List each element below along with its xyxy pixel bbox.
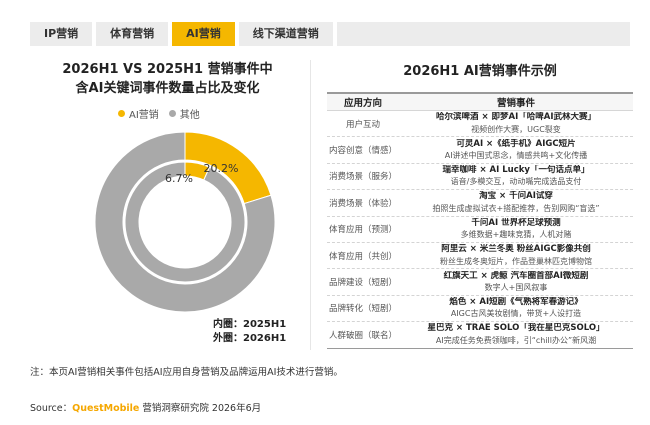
events-table: 应用方向 营销事件 用户互动 哈尔滨啤酒 × 即梦AI「哈啤AI武林大赛」 视频创作…	[327, 92, 633, 349]
event-description: 数字人+国风叙事	[484, 283, 548, 293]
outer-ring-slice-other	[95, 131, 275, 313]
event-description: AI讲述中国式思念，情感共鸣+文化传播	[444, 151, 588, 161]
outer-ring-data-label: 20.2%	[204, 162, 239, 175]
event-description: 视频创作大赛，UGC裂变	[471, 124, 561, 134]
event-title: 哈尔滨啤酒 × 即梦AI「哈啤AI武林大赛」	[435, 112, 597, 123]
inner-ring-slice-other	[124, 161, 246, 283]
event-description: AIGC古风美妆剧情，带货+人设打造	[450, 309, 582, 319]
table-title: 2026H1 AI营销事件示例	[403, 64, 557, 79]
table-row: 品牌建设（短剧） 红旗天工 × 虎鲸 汽车圈首部AI微短剧 数字人+国风叙事	[327, 269, 633, 296]
source-suffix: 营销洞察研究院 2026年6月	[139, 403, 262, 414]
footnote: 注：本页AI营销相关事件包括AI应用自身营销及品牌运用AI技术进行营销。	[30, 367, 343, 378]
row-event: 哈尔滨啤酒 × 即梦AI「哈啤AI武林大赛」 视频创作大赛，UGC裂变	[399, 112, 633, 135]
row-event: 可灵AI ×《纸手机》AIGC短片 AI讲述中国式思念，情感共鸣+文化传播	[399, 139, 633, 162]
event-title: 瑞幸咖啡 × AI Lucky「一句话点单」	[442, 164, 590, 175]
inner-ring-period: 2025H1	[243, 319, 287, 330]
event-title: 淘宝 × 千问AI试穿	[479, 191, 553, 202]
row-event: 千问AI 世界杯足球预测多维数据+趣味竞猜，人机对赌	[399, 218, 633, 241]
source-prefix: Source：	[30, 403, 73, 414]
table-row: 体育应用（预测） 千问AI 世界杯足球预测 多维数据+趣味竞猜，人机对赌	[327, 217, 633, 243]
table-row: 品牌转化（短剧） 焰色 × AI短剧《气熟将军春游记》 AIGC古风美妆剧情，带货+…	[327, 296, 633, 323]
tab-bar-filler	[336, 22, 630, 46]
event-title: 红旗天工 × 虎鲸 汽车圈首部AI微短剧	[443, 270, 589, 281]
outer-ring-period: 2026H1	[243, 333, 287, 344]
row-event: 阿里云 × 米兰冬奥 粉丝AIGC影像共创 粉丝生成冬奥短片，作品登巢林匹克博物馆	[399, 244, 633, 267]
event-title: 焰色 × AI短剧《气熟将军春游记》	[449, 296, 583, 307]
legend-swatch-ai	[118, 110, 125, 117]
header-events: 营销事件	[496, 98, 535, 109]
event-description: 拍照生成虚拟试衣+搭配推荐，告别网购“盲选”	[432, 203, 600, 213]
event-title: 阿里云 × 米兰冬奥 粉丝AIGC影像共创	[441, 244, 591, 255]
legend-label-other: 其他	[179, 110, 200, 121]
legend-item-other: 其他	[168, 106, 200, 121]
row-event: 星巴克 × TRAE SOLO「我在星巴克SOLO」 AI完成任务免费领咖啡，引“…	[399, 323, 633, 346]
event-title: 可灵AI ×《纸手机》AIGC短片	[456, 138, 576, 149]
legend-label-ai: AI营销	[129, 110, 159, 121]
chart-title-line-1: 2026H1 VS 2025H1 营销事件中	[62, 62, 273, 77]
event-title: 千问AI 世界杯足球预测	[471, 217, 561, 228]
source-brand: QuestMobile	[72, 403, 140, 414]
ring-legend: 内圈： 2025H1 外圈： 2026H1	[213, 318, 286, 346]
event-description: 多维数据+趣味竞猜，人机对赌	[460, 230, 572, 240]
chart-title-line-2: 含AI关键词事件数量占比及变化	[75, 81, 260, 96]
row-event: 瑞幸咖啡 × AI Lucky「一句话点单」 语音/多模交互，动动嘴完成选品支付	[399, 165, 633, 188]
chart-legend: AI营销 其他	[118, 106, 200, 121]
table-row: 消费场景（服务） 瑞幸咖啡 × AI Lucky「一句话点单」 语音/多模交互，动动…	[327, 164, 633, 191]
row-direction: 品牌建设（短剧）	[328, 278, 397, 289]
row-direction: 体育应用（预测）	[328, 225, 397, 236]
row-direction: 内容创意（情感）	[328, 146, 397, 157]
tab-offline-channel-marketing[interactable]: 线下渠道营销	[238, 22, 333, 46]
outer-ring-label: 外圈：	[213, 333, 243, 344]
event-description: 语音/多模交互，动动嘴完成选品支付	[450, 177, 582, 187]
table-row: 内容创意（情感） 可灵AI ×《纸手机》AIGC短片 AI讲述中国式思念，情感共鸣+…	[327, 137, 633, 164]
chart-title: 2026H1 VS 2025H1 营销事件中 含AI关键词事件数量占比及变化	[40, 60, 295, 98]
row-direction: 人群破圈（联名）	[328, 330, 397, 341]
table-row: 消费场景（体验） 淘宝 × 千问AI试穿 拍照生成虚拟试衣+搭配推荐，告别网购“盲选…	[327, 190, 633, 217]
table-body: 用户互动 哈尔滨啤酒 × 即梦AI「哈啤AI武林大赛」 视频创作大赛，UGC裂变 内容…	[327, 111, 633, 349]
table-row: 用户互动 哈尔滨啤酒 × 即梦AI「哈啤AI武林大赛」 视频创作大赛，UGC裂变	[327, 111, 633, 138]
row-direction: 消费场景（服务）	[328, 172, 397, 183]
source-line: Source：QuestMobile 营销洞察研究院 2026年6月	[30, 400, 261, 414]
row-direction: 用户互动	[345, 119, 380, 130]
legend-swatch-other	[168, 110, 176, 117]
tab-sports-marketing[interactable]: 体育营销	[96, 22, 169, 46]
outer-ring-legend: 外圈： 2026H1	[213, 332, 286, 346]
table-header: 应用方向 营销事件	[327, 94, 633, 111]
event-description: AI完成任务免费领咖啡，引“chill办公”新风潮	[435, 335, 597, 345]
legend-item-ai: AI营销	[118, 106, 159, 121]
event-title: 星巴克 × TRAE SOLO「我在星巴克SOLO」	[427, 323, 605, 334]
event-description: 粉丝生成冬奥短片，作品登巢林匹克博物馆	[440, 256, 592, 266]
tab-ai-marketing[interactable]: AI营销	[172, 22, 235, 46]
inner-ring-label: 内圈：	[213, 319, 243, 330]
table-row: 人群破圈（联名） 星巴克 × TRAE SOLO「我在星巴克SOLO」 AI完成任务…	[327, 322, 633, 349]
inner-ring-legend: 内圈： 2025H1	[213, 318, 286, 332]
header-direction: 应用方向	[343, 98, 382, 109]
panel-divider	[310, 60, 311, 350]
row-direction: 品牌转化（短剧）	[328, 304, 397, 315]
row-direction: 体育应用（共创）	[328, 251, 397, 262]
table-row: 体育应用（共创） 阿里云 × 米兰冬奥 粉丝AIGC影像共创 粉丝生成冬奥短片，作品…	[327, 243, 633, 270]
row-direction: 消费场景（体验）	[328, 198, 397, 209]
row-event: 焰色 × AI短剧《气熟将军春游记》 AIGC古风美妆剧情，带货+人设打造	[399, 297, 633, 320]
tab-ip-marketing[interactable]: IP营销	[30, 22, 93, 46]
row-event: 淘宝 × 千问AI试穿 拍照生成虚拟试衣+搭配推荐，告别网购“盲选”	[399, 191, 633, 214]
row-event: 红旗天工 × 虎鲸 汽车圈首部AI微短剧 数字人+国风叙事	[399, 271, 633, 294]
top-tab-bar: IP营销 体育营销 AI营销 线下渠道营销	[30, 22, 630, 46]
double-donut-chart: 20.2% 6.7%	[95, 131, 275, 313]
inner-ring-data-label: 6.7%	[165, 172, 193, 185]
